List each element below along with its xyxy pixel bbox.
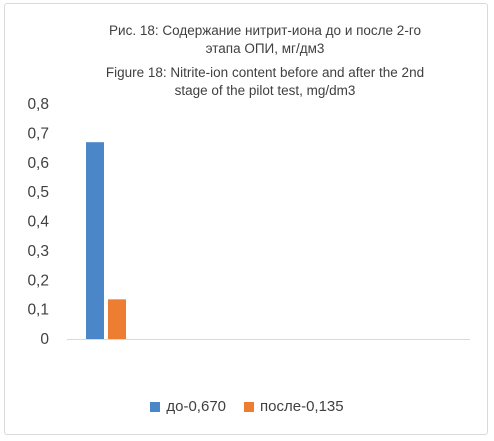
- legend-item-after: после-0,135: [244, 398, 344, 415]
- y-tick-label: 0,7: [27, 125, 49, 142]
- bar-after: [108, 299, 126, 339]
- legend-swatch-before: [150, 401, 161, 412]
- legend-label-after: после-0,135: [260, 398, 344, 415]
- y-tick-label: 0,1: [27, 302, 49, 319]
- legend-label-before: до-0,670: [166, 398, 227, 415]
- y-tick-label: 0,5: [27, 184, 49, 201]
- y-axis-tick-labels: 0 0,1 0,2 0,3 0,4 0,5 0,6 0,7 0,8: [27, 96, 49, 348]
- bar-group: [86, 142, 126, 339]
- chart-title-line-3: Figure 18: Nitrite-ion content before an…: [105, 65, 425, 80]
- chart-title-line-4: stage of the pilot test, mg/dm3: [174, 83, 356, 98]
- y-tick-label: 0: [40, 331, 49, 348]
- y-tick-label: 0,2: [27, 272, 49, 289]
- chart-title-line-1: Рис. 18: Содержание нитрит-иона до и пос…: [109, 23, 421, 38]
- legend-swatch-after: [244, 401, 255, 412]
- y-tick-label: 0,4: [27, 214, 49, 231]
- chart-title-line-2: этапа ОПИ, мг/дм3: [205, 41, 325, 56]
- y-tick-label: 0,3: [27, 243, 49, 260]
- y-tick-label: 0,6: [27, 155, 49, 172]
- chart-area: [4, 3, 488, 435]
- y-tick-label: 0,8: [27, 96, 49, 113]
- legend: до-0,670 после-0,135: [0, 398, 494, 415]
- legend-item-before: до-0,670: [150, 398, 226, 415]
- bar-before: [86, 142, 104, 339]
